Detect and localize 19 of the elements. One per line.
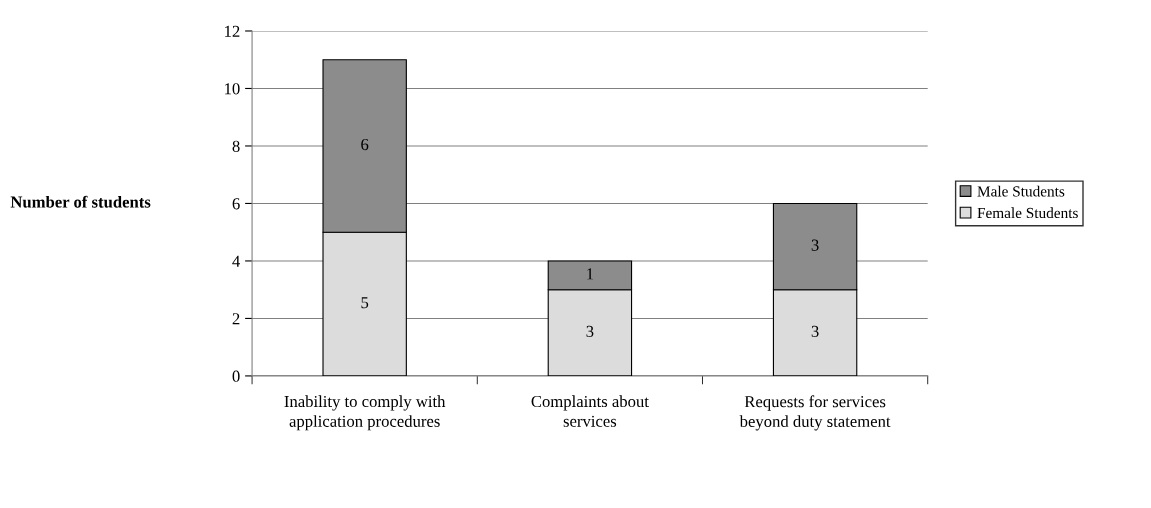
y-tick-label: 12: [225, 25, 240, 37]
y-tick-label: 0: [232, 370, 240, 382]
x-tick-label: Complaints about services: [531, 395, 649, 427]
y-tick-label: 6: [232, 198, 240, 210]
legend-label: Female Students: [977, 207, 1078, 219]
data-label: 6: [361, 138, 369, 151]
data-label: 5: [361, 297, 369, 309]
y-tick-label: 8: [232, 140, 240, 152]
y-tick-label: 10: [225, 83, 240, 95]
data-label: 3: [586, 325, 594, 337]
data-label: 3: [811, 239, 819, 251]
x-tick-label: Inability to comply with application procedures: [284, 395, 446, 431]
data-label: 3: [811, 325, 819, 337]
data-label: 1: [587, 268, 594, 280]
y-tick-label: 4: [232, 255, 240, 267]
y-tick-label: 2: [232, 313, 240, 325]
y-axis-title: Number of students: [10, 195, 151, 208]
legend-label: Male Students: [977, 185, 1065, 197]
x-tick-label: Requests for services beyond duty statement: [739, 395, 891, 431]
